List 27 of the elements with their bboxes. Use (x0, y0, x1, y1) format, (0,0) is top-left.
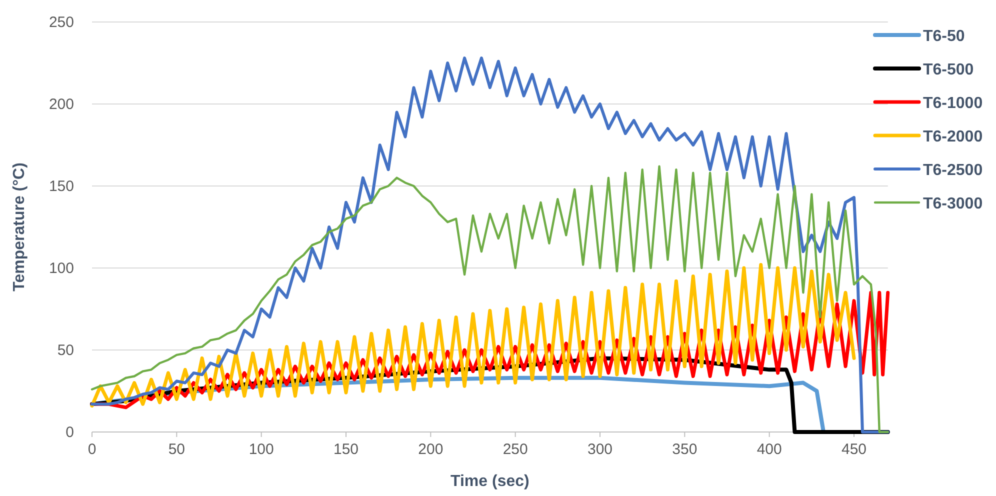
y-tick-label: 200 (48, 96, 74, 113)
y-tick-label: 50 (57, 342, 74, 359)
x-tick-label: 450 (841, 441, 867, 458)
y-axis-title: Temperature (°C) (11, 162, 28, 292)
legend-label: T6-2500 (923, 162, 983, 179)
x-tick-label: 250 (502, 441, 528, 458)
line-series (90, 165, 889, 434)
legend-label: T6-50 (923, 28, 965, 45)
x-tick-label: 350 (672, 441, 698, 458)
x-tick-label: 300 (587, 441, 613, 458)
x-tick-label: 0 (88, 441, 96, 458)
line-series (90, 262, 856, 408)
line-series (90, 56, 890, 434)
y-tick-label: 100 (48, 260, 74, 277)
y-tick-label: 250 (48, 14, 74, 31)
legend-label: T6-2000 (923, 128, 983, 146)
x-tick-label: 100 (248, 441, 274, 458)
x-tick-label: 400 (756, 441, 782, 458)
x-axis-title: Time (sec) (450, 473, 530, 490)
y-tick-label: 150 (48, 178, 74, 195)
legend-label: T6-500 (923, 62, 974, 78)
x-tick-label: 150 (333, 441, 359, 458)
legend-label: T6-3000 (923, 196, 983, 212)
x-tick-label: 50 (168, 441, 186, 458)
x-tick-label: 200 (418, 441, 444, 458)
legend-label: T6-1000 (923, 95, 983, 112)
y-tick-label: 0 (66, 424, 74, 441)
